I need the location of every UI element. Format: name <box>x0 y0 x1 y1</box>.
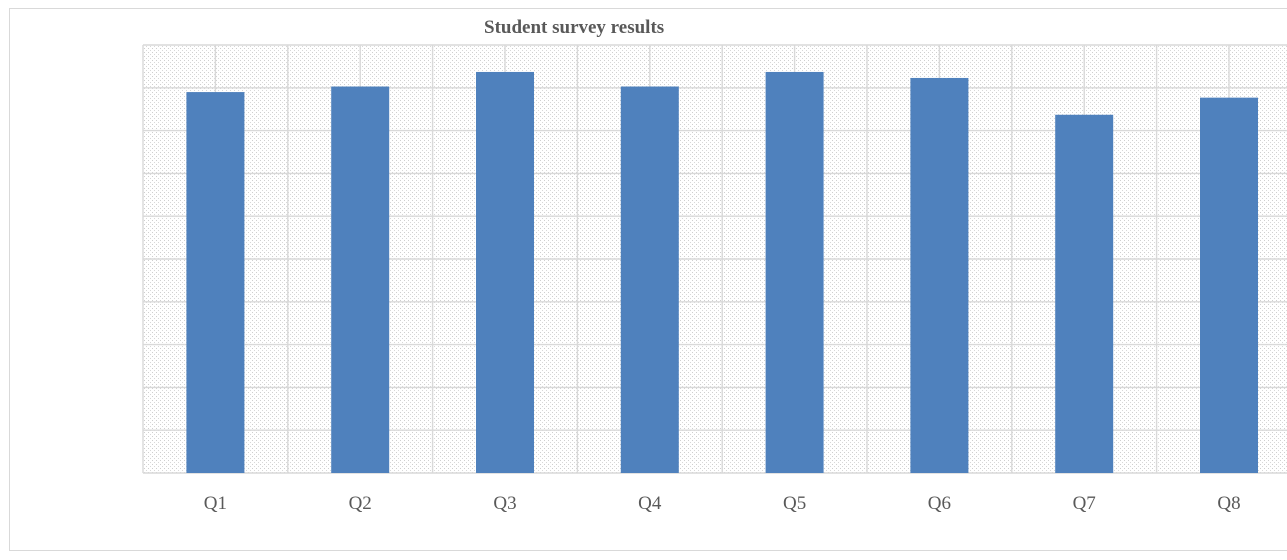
x-tick-label: Q2 <box>349 493 372 514</box>
x-tick-label: Q1 <box>204 493 227 514</box>
x-tick-label: Q3 <box>493 493 516 514</box>
bars <box>186 71 1258 474</box>
bar-q3 <box>476 71 534 474</box>
bar-q7 <box>1055 114 1114 473</box>
chart-title: Student survey results <box>484 17 665 38</box>
x-tick-label: Q6 <box>928 493 951 514</box>
bar-q1 <box>186 92 245 473</box>
bar-q2 <box>331 86 390 474</box>
x-tick-label: Q7 <box>1073 493 1096 514</box>
bar-q5 <box>765 71 824 474</box>
bar-q4 <box>620 86 679 474</box>
bar-q6 <box>910 77 969 474</box>
x-tick-label: Q8 <box>1217 493 1240 514</box>
x-tick-label: Q5 <box>783 493 806 514</box>
bar-q8 <box>1200 97 1258 474</box>
x-tick-label: Q4 <box>638 493 662 514</box>
x-axis-labels: Q1 Q2 Q3 Q4 Q5 Q6 Q7 Q8 <box>204 493 1241 514</box>
